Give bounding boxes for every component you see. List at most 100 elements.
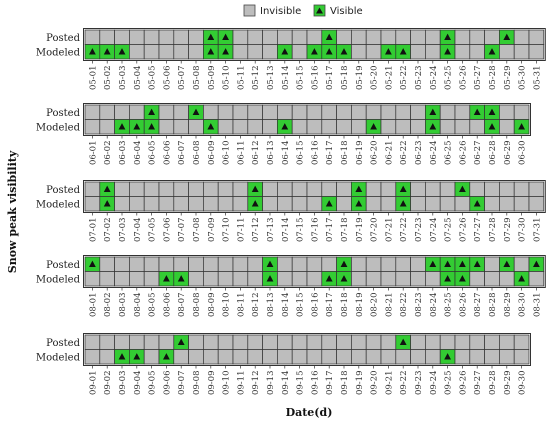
tick-label-09-26: 09-26 bbox=[458, 371, 468, 396]
visible-marker-posted-05-17 bbox=[325, 33, 333, 41]
visible-marker-posted-05-10 bbox=[222, 33, 229, 41]
cell-modeled-09-07-invisible bbox=[173, 349, 189, 365]
visible-marker-posted-08-13 bbox=[266, 260, 274, 268]
cell-posted-05-23-invisible bbox=[410, 29, 426, 45]
cell-modeled-07-15-invisible bbox=[291, 196, 308, 212]
cell-modeled-05-20-invisible bbox=[365, 44, 382, 60]
cell-posted-05-01-invisible bbox=[84, 29, 101, 45]
cell-modeled-06-17-invisible bbox=[321, 119, 337, 135]
tick-label-05-21: 05-21 bbox=[384, 66, 394, 91]
tick-label-08-02: 08-02 bbox=[103, 293, 113, 318]
tick-label-06-05: 06-05 bbox=[148, 141, 158, 166]
tick-label-05-20: 05-20 bbox=[370, 66, 380, 91]
visible-marker-modeled-06-20 bbox=[370, 123, 377, 130]
cell-posted-08-04-invisible bbox=[129, 256, 145, 272]
cell-modeled-09-28-invisible bbox=[484, 349, 500, 365]
visible-marker-modeled-08-30 bbox=[518, 275, 525, 282]
cell-modeled-07-13-invisible bbox=[262, 196, 278, 212]
tick-label-06-10: 06-10 bbox=[222, 141, 232, 166]
visible-marker-modeled-06-28 bbox=[488, 123, 496, 130]
cell-posted-09-15-invisible bbox=[291, 334, 308, 350]
visible-marker-modeled-08-26 bbox=[459, 275, 466, 282]
visible-marker-modeled-06-03 bbox=[118, 123, 126, 130]
cell-posted-06-23-invisible bbox=[410, 104, 426, 120]
visible-marker-posted-06-24 bbox=[429, 108, 437, 116]
cell-modeled-09-10-invisible bbox=[217, 349, 234, 365]
tick-label-09-10: 09-10 bbox=[222, 371, 232, 396]
tick-label-07-04: 07-04 bbox=[133, 218, 143, 243]
cell-posted-05-26-invisible bbox=[454, 29, 471, 45]
legend: Invisible Visible bbox=[243, 4, 363, 17]
tick-label-06-21: 06-21 bbox=[384, 141, 394, 166]
tick-label-05-17: 05-17 bbox=[325, 66, 335, 91]
tick-label-07-21: 07-21 bbox=[384, 218, 394, 243]
cell-modeled-05-23-invisible bbox=[410, 44, 426, 60]
cell-modeled-08-14-invisible bbox=[277, 271, 293, 287]
tick-label-07-28: 07-28 bbox=[488, 218, 498, 243]
cell-posted-09-24-invisible bbox=[425, 334, 441, 350]
tick-label-05-01: 05-01 bbox=[88, 66, 98, 91]
tick-label-06-04: 06-04 bbox=[133, 141, 143, 166]
cell-posted-06-13-invisible bbox=[262, 104, 278, 120]
cell-modeled-09-05-invisible bbox=[143, 349, 160, 365]
tick-label-09-16: 09-16 bbox=[310, 371, 320, 396]
cell-posted-05-16-invisible bbox=[306, 29, 323, 45]
tick-label-09-30: 09-30 bbox=[518, 371, 528, 396]
cell-modeled-09-22-invisible bbox=[395, 349, 411, 365]
y-axis-title: Snow peak visibility bbox=[6, 150, 19, 273]
tick-label-09-25: 09-25 bbox=[444, 371, 454, 396]
visible-marker-modeled-08-07 bbox=[177, 275, 185, 282]
cell-posted-09-30-invisible bbox=[513, 334, 530, 350]
tick-label-09-19: 09-19 bbox=[355, 371, 365, 396]
cell-modeled-09-08-invisible bbox=[188, 349, 204, 365]
tick-label-05-22: 05-22 bbox=[399, 66, 409, 91]
cell-modeled-08-19-invisible bbox=[351, 271, 367, 287]
row-label-posted: Posted bbox=[46, 338, 80, 349]
cell-posted-08-22-invisible bbox=[395, 256, 411, 272]
cell-modeled-08-12-invisible bbox=[247, 271, 263, 287]
legend-visible-label: Visible bbox=[330, 6, 363, 17]
tick-label-05-29: 05-29 bbox=[503, 66, 513, 91]
cell-modeled-08-05-invisible bbox=[143, 271, 160, 287]
tick-label-08-09: 08-09 bbox=[207, 293, 217, 318]
row-label-modeled: Modeled bbox=[36, 199, 81, 210]
tick-label-07-20: 07-20 bbox=[370, 218, 380, 243]
tick-label-07-01: 07-01 bbox=[88, 218, 98, 243]
tick-label-05-14: 05-14 bbox=[281, 66, 291, 91]
tick-label-07-06: 07-06 bbox=[162, 218, 172, 243]
cell-posted-08-28-invisible bbox=[484, 256, 500, 272]
cell-modeled-08-10-invisible bbox=[217, 271, 234, 287]
tick-label-09-14: 09-14 bbox=[281, 371, 291, 396]
cell-modeled-05-06-invisible bbox=[158, 44, 175, 60]
cell-posted-08-16-invisible bbox=[306, 256, 323, 272]
cell-posted-05-13-invisible bbox=[262, 29, 278, 45]
cell-modeled-05-27-invisible bbox=[469, 44, 485, 60]
cell-posted-07-31-invisible bbox=[528, 181, 545, 197]
tick-label-06-09: 06-09 bbox=[207, 141, 217, 166]
cell-posted-06-04-invisible bbox=[129, 104, 145, 120]
cell-modeled-05-31-invisible bbox=[528, 44, 545, 60]
tick-label-08-31: 08-31 bbox=[532, 293, 542, 318]
tick-label-07-09: 07-09 bbox=[207, 218, 217, 243]
tick-label-07-13: 07-13 bbox=[266, 218, 276, 243]
visible-marker-modeled-07-12 bbox=[251, 200, 259, 207]
cell-posted-09-11-invisible bbox=[232, 334, 249, 350]
cell-modeled-05-19-invisible bbox=[351, 44, 367, 60]
visible-marker-posted-08-26 bbox=[459, 260, 466, 268]
tick-label-08-20: 08-20 bbox=[370, 293, 380, 318]
cell-posted-08-15-invisible bbox=[291, 256, 308, 272]
tick-label-05-11: 05-11 bbox=[236, 66, 246, 91]
cell-posted-09-03-invisible bbox=[114, 334, 130, 350]
cell-modeled-06-01-invisible bbox=[84, 119, 101, 135]
cell-modeled-08-02-invisible bbox=[99, 271, 115, 287]
tick-label-07-29: 07-29 bbox=[503, 218, 513, 243]
tick-label-05-15: 05-15 bbox=[296, 66, 306, 91]
tick-label-05-18: 05-18 bbox=[340, 66, 350, 91]
visible-marker-modeled-06-05 bbox=[148, 123, 155, 130]
panel-1: Posted Modeled 05-01 05-02 05-03 05-04 05-05 05… bbox=[36, 28, 546, 91]
cell-posted-06-30-invisible bbox=[513, 104, 530, 120]
cell-modeled-09-15-invisible bbox=[291, 349, 308, 365]
visible-marker-modeled-08-18 bbox=[340, 275, 348, 282]
cell-posted-07-16-invisible bbox=[306, 181, 323, 197]
